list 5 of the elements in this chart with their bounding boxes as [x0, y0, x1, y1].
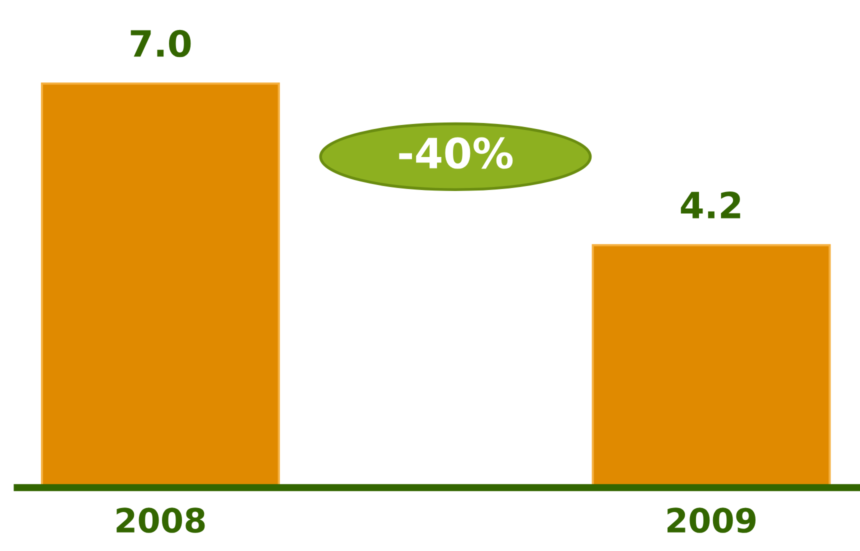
data-label: 7.0 — [130, 30, 191, 58]
data-label: 4.2 — [680, 191, 740, 218]
x-tick-label: 2008 — [116, 508, 205, 533]
annotation: -40% — [399, 137, 513, 169]
x-tick-label: 2009 — [668, 508, 756, 533]
